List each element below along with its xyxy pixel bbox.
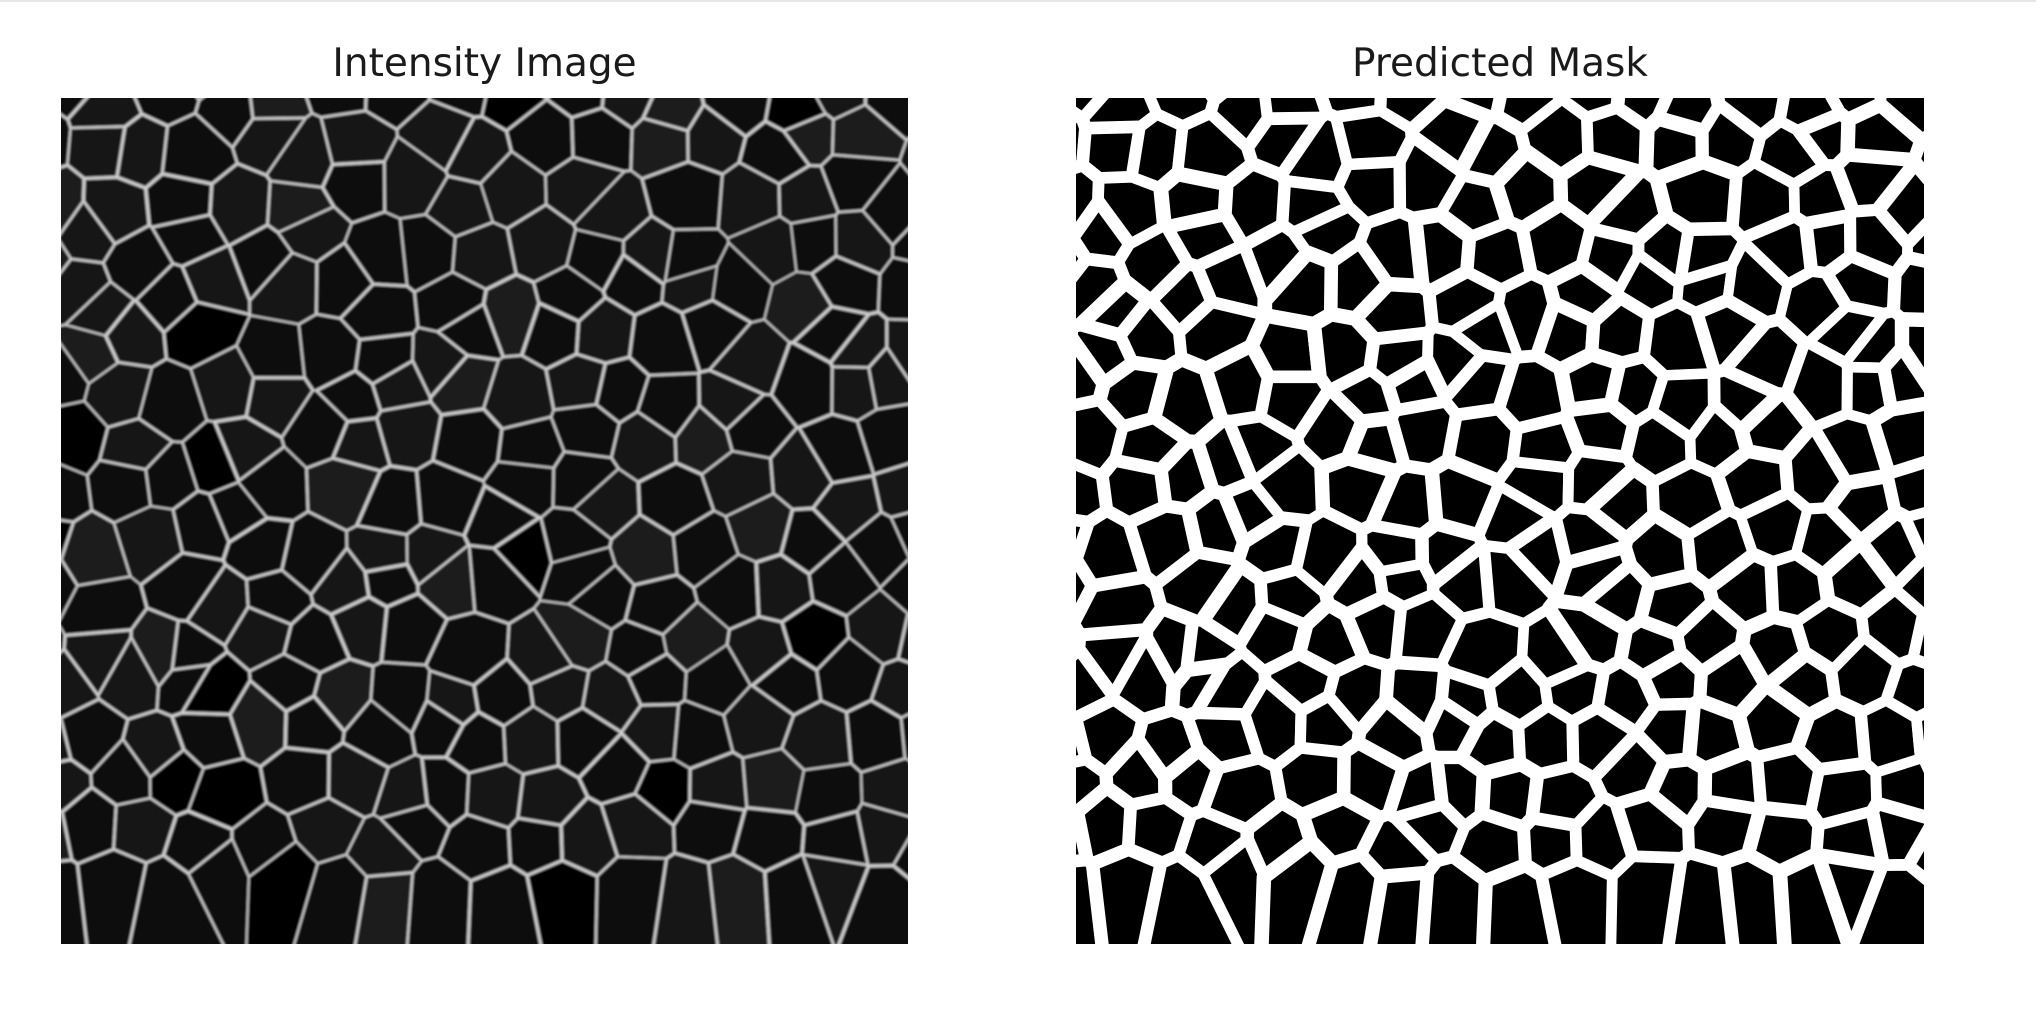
- mask-cell: [1907, 608, 1924, 669]
- intensity-image: [61, 98, 908, 944]
- predicted-mask-image: [1076, 98, 1924, 944]
- predicted-mask-title: Predicted Mask: [1352, 41, 1648, 86]
- cell-membrane: [891, 227, 908, 262]
- cell-membrane: [837, 864, 908, 944]
- cell-membrane: [61, 558, 79, 621]
- cell-membrane: [128, 854, 225, 944]
- intensity-image-title: Intensity Image: [332, 41, 637, 86]
- cell-membrane: [856, 403, 908, 476]
- cell-membrane: [249, 98, 314, 120]
- mask-cell: [1911, 708, 1924, 766]
- intensity-image-canvas: [61, 98, 908, 944]
- cell-membrane: [885, 318, 908, 381]
- cell-membrane: [900, 713, 908, 761]
- cell-membrane: [525, 859, 599, 944]
- mask-cell: [1848, 860, 1924, 944]
- cell-membrane: [890, 511, 908, 558]
- cell-membrane: [867, 346, 908, 411]
- predicted-mask-canvas: [1076, 98, 1924, 944]
- mask-cell: [1877, 340, 1924, 417]
- figure-top-border: [0, 0, 2036, 2]
- mask-cell: [1536, 854, 1619, 944]
- cell-membrane: [896, 612, 908, 664]
- cell-membrane: [61, 257, 112, 328]
- mask-cell: [1415, 850, 1493, 944]
- cell-membrane: [860, 757, 908, 818]
- cell-membrane: [763, 852, 836, 944]
- mask-cell: [1138, 849, 1246, 944]
- mask-cell: [1900, 507, 1924, 564]
- mask-cell: [1865, 396, 1924, 482]
- cell-membrane: [61, 241, 73, 274]
